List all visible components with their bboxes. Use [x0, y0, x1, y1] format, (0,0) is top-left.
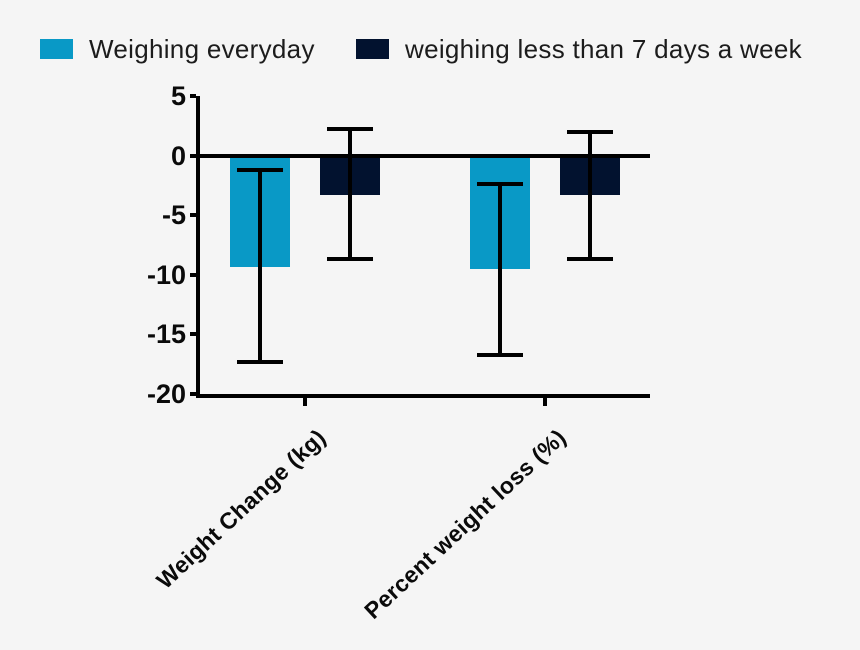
y-tick-label: -5 — [161, 200, 186, 230]
x-tick — [543, 398, 547, 406]
y-tick — [190, 392, 196, 396]
zero-line — [196, 154, 650, 158]
x-tick — [303, 398, 307, 406]
error-bar-cap-top-series1-cat0 — [327, 127, 373, 131]
y-tick-label: -15 — [146, 319, 186, 349]
legend-label-weighing-less-than-7-days: weighing less than 7 days a week — [405, 33, 802, 64]
error-bar-cap-top-series0-cat1 — [477, 182, 523, 186]
error-bar-cap-top-series1-cat1 — [567, 130, 613, 134]
error-bar-cap-bottom-series1-cat1 — [567, 257, 613, 261]
y-tick — [190, 94, 196, 98]
y-tick — [190, 332, 196, 336]
error-bar-line-series1-cat1 — [588, 132, 592, 260]
x-axis-label-cat0: Weight Change (kg) — [151, 424, 331, 594]
x-axis-line — [196, 394, 650, 398]
x-axis-label-cat1: Percent weight loss (%) — [359, 424, 571, 624]
error-bar-cap-top-series0-cat0 — [237, 168, 283, 172]
y-tick-label: -20 — [146, 379, 186, 409]
error-bar-cap-bottom-series1-cat0 — [327, 257, 373, 261]
legend-swatch-weighing-less-than-7-days — [356, 39, 389, 59]
error-bar-line-series0-cat0 — [258, 170, 262, 362]
legend-label-weighing-everyday: Weighing everyday — [89, 33, 315, 64]
y-tick — [190, 213, 196, 217]
y-tick — [190, 154, 196, 158]
error-bar-line-series1-cat0 — [348, 129, 352, 259]
y-axis-line — [196, 96, 200, 398]
y-tick-label: -10 — [146, 260, 186, 290]
error-bar-cap-bottom-series0-cat0 — [237, 360, 283, 364]
error-bar-cap-bottom-series0-cat1 — [477, 353, 523, 357]
legend-swatch-weighing-everyday — [40, 39, 73, 59]
error-bar-line-series0-cat1 — [498, 184, 502, 354]
legend-item-weighing-everyday: Weighing everyday — [40, 33, 315, 64]
y-tick-label: 0 — [170, 141, 186, 171]
y-tick-label: 5 — [170, 81, 186, 111]
y-tick — [190, 273, 196, 277]
legend-item-weighing-less-than-7-days: weighing less than 7 days a week — [356, 33, 802, 64]
